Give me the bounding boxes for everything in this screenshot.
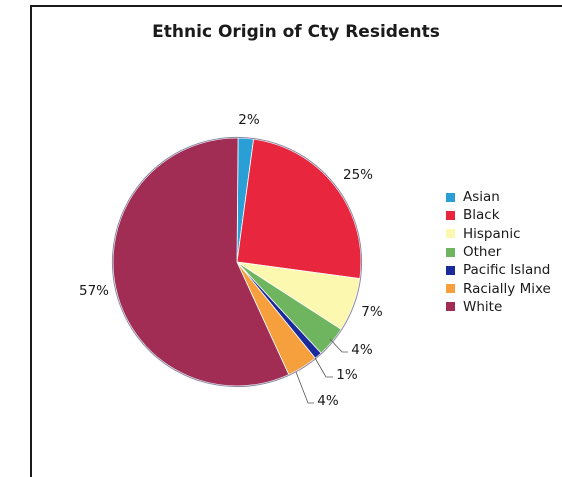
legend-label-black: Black (463, 207, 500, 224)
leader-line-other (329, 338, 348, 353)
legend-swatch-white (446, 302, 455, 312)
data-label-racially-mixe: 4% (317, 393, 339, 409)
legend-label-pacific-island: Pacific Island (463, 262, 551, 279)
legend-item-hispanic: Hispanic (446, 225, 551, 243)
data-label-asian: 2% (238, 112, 260, 128)
data-label-black: 25% (343, 167, 373, 183)
legend-swatch-hispanic (446, 229, 455, 239)
legend-label-racially-mixe: Racially Mixe (463, 280, 551, 297)
data-label-hispanic: 7% (361, 304, 383, 320)
legend-swatch-other (446, 247, 455, 257)
data-label-pacific-island: 1% (336, 367, 358, 383)
pie-chart: 2% 25% 7% 4% 1% 4% 57% (79, 112, 383, 409)
legend-label-white: White (463, 298, 503, 315)
legend-swatch-asian (446, 192, 455, 202)
legend-label-other: Other (463, 244, 502, 261)
leader-line-racially-mixe (295, 371, 314, 404)
legend-item-asian: Asian (446, 188, 551, 206)
chart-title: Ethnic Origin of Cty Residents (152, 22, 440, 42)
legend-label-asian: Asian (463, 189, 500, 206)
legend-label-hispanic: Hispanic (463, 225, 521, 242)
legend-item-black: Black (446, 206, 551, 224)
leader-line-pacific-island (314, 357, 333, 378)
slice-black (236, 138, 362, 280)
data-label-white: 57% (79, 283, 109, 299)
pie-outline (111, 136, 363, 388)
legend-item-pacific-island: Pacific Island (446, 261, 551, 279)
legend-swatch-racially-mixe (446, 284, 455, 294)
legend-item-white: White (446, 298, 551, 316)
slice-white (112, 137, 290, 387)
chart-legend: Asian Black Hispanic Other Pacific Island Rac… (446, 188, 551, 316)
legend-swatch-black (446, 210, 455, 220)
legend-item-racially-mixe: Racially Mixe (446, 279, 551, 297)
legend-item-other: Other (446, 243, 551, 261)
legend-swatch-pacific-island (446, 265, 455, 275)
data-label-other: 4% (351, 342, 373, 358)
